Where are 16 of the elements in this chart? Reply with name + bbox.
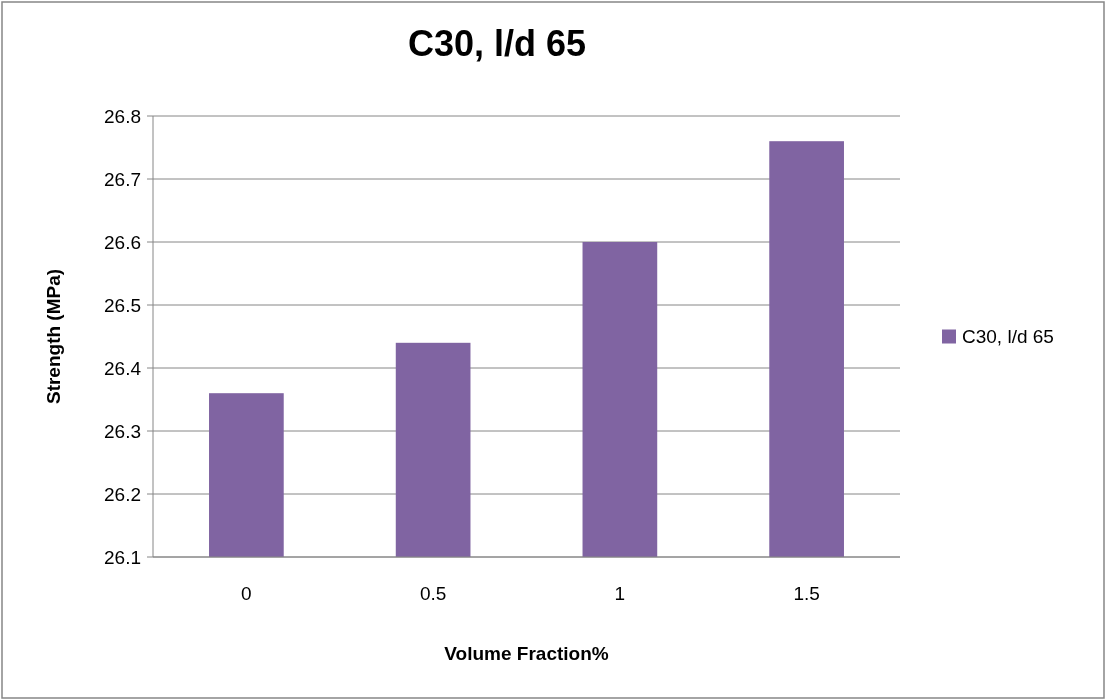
y-axis-title: Strength (MPa) [43, 268, 64, 405]
legend-label: C30, l/d 65 [962, 326, 1054, 348]
x-tick-label: 0 [241, 583, 252, 604]
x-tick-label: 1 [614, 583, 626, 604]
y-tick-label: 26.7 [104, 168, 141, 190]
y-tick-label: 26.8 [104, 105, 141, 127]
x-axis-title: Volume Fraction% [444, 643, 609, 664]
y-tick-label: 26.5 [104, 294, 141, 316]
y-tick-label: 26.1 [104, 546, 141, 568]
y-tick-label: 26.2 [104, 483, 141, 505]
y-tick-label: 26.3 [104, 420, 141, 442]
y-tick-label: 26.6 [104, 231, 141, 253]
x-tick-label: 0.5 [419, 583, 447, 604]
chart-title: C30, l/d 65 [407, 23, 587, 64]
y-tick-label: 26.4 [104, 357, 142, 379]
x-tick-label: 1.5 [793, 583, 820, 604]
